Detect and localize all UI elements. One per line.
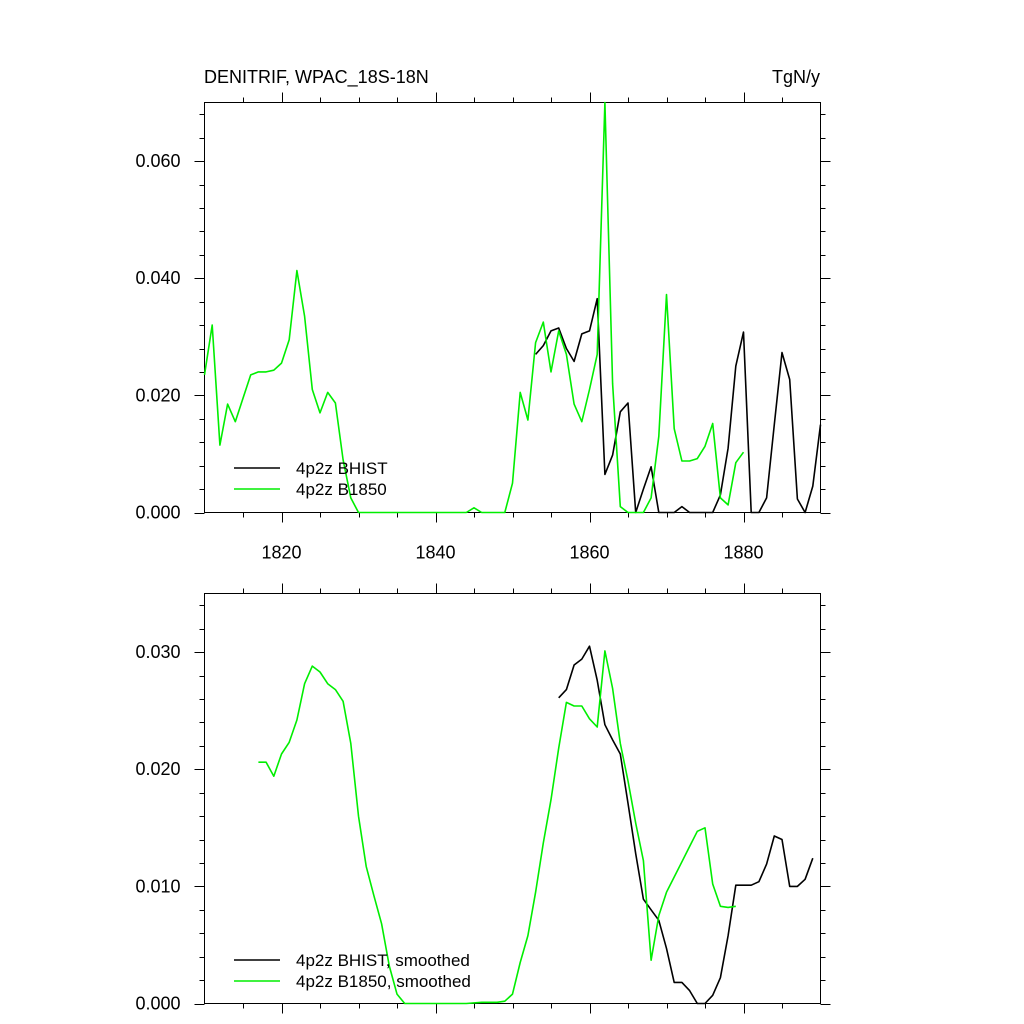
legend-label: 4p2z B1850 bbox=[296, 480, 387, 499]
x-tick-label: 1840 bbox=[415, 543, 455, 563]
series-line-b1850 bbox=[203, 101, 745, 514]
legend-label: 4p2z BHIST bbox=[296, 459, 388, 478]
y-tick-label: 0.000 bbox=[135, 503, 180, 523]
x-tick-label: 1880 bbox=[723, 543, 763, 563]
y-tick-label: 0.030 bbox=[135, 642, 180, 662]
y-tick-label: 0.020 bbox=[135, 759, 180, 779]
y-tick-label: 0.000 bbox=[135, 994, 180, 1014]
series-line-b1850 bbox=[258, 650, 736, 1005]
legend-label: 4p2z B1850, smoothed bbox=[296, 972, 471, 991]
series-line-bhist bbox=[558, 645, 814, 1005]
units-label: TgN/y bbox=[772, 67, 820, 87]
x-tick-label: 1860 bbox=[569, 543, 609, 563]
x-tick-label: 1820 bbox=[261, 543, 301, 563]
bottom-panel: 0.000 0.010 0.020 0.030 4p2z BHIST, smoothe… bbox=[135, 583, 831, 1014]
chart-title: DENITRIF, WPAC_18S-18N bbox=[204, 67, 429, 88]
y-tick-label: 0.040 bbox=[135, 268, 180, 288]
top-panel: DENITRIF, WPAC_18S-18N TgN/y 1820 1840 186… bbox=[135, 67, 831, 563]
bottom-series bbox=[258, 645, 814, 1005]
y-tick-label: 0.020 bbox=[135, 385, 180, 405]
legend-label: 4p2z BHIST, smoothed bbox=[296, 951, 470, 970]
top-legend: 4p2z BHIST 4p2z B1850 bbox=[234, 459, 388, 499]
bottom-plot-frame bbox=[204, 593, 821, 1004]
top-ticks: 1820 1840 1860 1880 0.000 0.020 0.040 0.060 bbox=[135, 92, 831, 563]
bottom-ticks: 0.000 0.010 0.020 0.030 bbox=[135, 583, 831, 1014]
series-line-bhist bbox=[534, 297, 822, 514]
y-tick-label: 0.010 bbox=[135, 876, 180, 896]
bottom-legend: 4p2z BHIST, smoothed 4p2z B1850, smoothed bbox=[234, 951, 471, 991]
y-tick-label: 0.060 bbox=[135, 151, 180, 171]
top-series bbox=[203, 101, 822, 514]
top-plot-frame bbox=[204, 102, 821, 513]
